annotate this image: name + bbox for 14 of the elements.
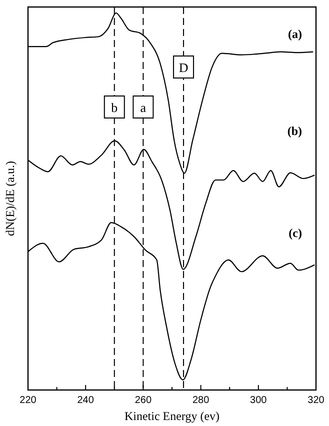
ref-line-label: b xyxy=(111,100,118,115)
x-tick-label: 320 xyxy=(308,395,325,406)
x-tick-label: 280 xyxy=(192,395,210,406)
series-label: (a) xyxy=(288,26,302,41)
x-axis-title: Kinetic Energy (ev) xyxy=(124,409,220,423)
x-tick-label: 240 xyxy=(77,395,94,406)
x-tick-label: 260 xyxy=(134,395,152,406)
series-label: (c) xyxy=(288,226,302,240)
ref-line-label: D xyxy=(178,60,188,75)
x-tick-label: 300 xyxy=(250,395,268,406)
y-axis-title: dN(E)/dE (a.u.) xyxy=(3,161,17,236)
ref-line-label: a xyxy=(140,100,146,115)
text: (b) xyxy=(287,124,302,138)
x-tick-label: 220 xyxy=(20,395,37,406)
